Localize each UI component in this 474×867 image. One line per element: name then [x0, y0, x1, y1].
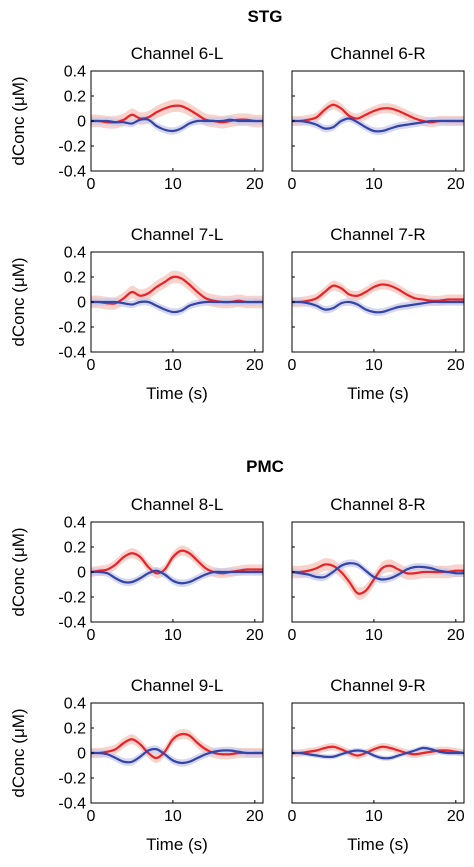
x-tick-label: 0	[87, 176, 96, 193]
x-tick-label: 20	[246, 808, 264, 825]
series-blue-line	[91, 118, 263, 133]
y-axis-label: dConc (μM)	[9, 708, 28, 797]
panel-title: Channel 8-L	[131, 495, 224, 514]
section-title-pmc: PMC	[246, 457, 284, 476]
y-axis-label: dConc (μM)	[9, 76, 28, 165]
plot-area	[292, 742, 464, 761]
y-tick-label: 0.2	[64, 89, 86, 106]
x-tick-label: 0	[288, 627, 297, 644]
chart-panels: Channel 6-L 0 10 20 -0.4 -0.2 0 0.2 0.4 dConc (μM…	[9, 44, 465, 854]
y-axis-label: dConc (μM)	[9, 257, 28, 346]
x-axis-label: Time (s)	[146, 384, 208, 403]
chart-panel: Channel 6-L 0 10 20 -0.4 -0.2 0 0.2 0.4 dConc (μM…	[9, 44, 264, 193]
panel-title: Channel 6-R	[330, 44, 425, 63]
x-tick-label: 20	[447, 176, 465, 193]
chart-panel: Channel 9-R 0 10 20 Time (s)	[288, 676, 465, 854]
panel-title: Channel 8-R	[330, 495, 425, 514]
x-tick-label: 10	[365, 357, 383, 374]
series-blue-line	[292, 117, 464, 133]
x-tick-label: 20	[447, 808, 465, 825]
x-tick-label: 0	[288, 357, 297, 374]
panel-title: Channel 7-L	[131, 225, 224, 244]
series-red-line	[91, 732, 263, 760]
x-tick-label: 0	[288, 808, 297, 825]
y-tick-label: 0.4	[64, 696, 86, 713]
y-tick-label: -0.2	[58, 320, 86, 337]
x-tick-label: 20	[246, 176, 264, 193]
y-tick-label: -0.4	[58, 345, 86, 362]
x-tick-label: 20	[246, 357, 264, 374]
y-tick-label: 0	[77, 114, 86, 131]
x-tick-label: 10	[365, 808, 383, 825]
x-tick-label: 20	[246, 627, 264, 644]
series-blue-line	[292, 562, 464, 581]
panel-title: Channel 7-R	[330, 225, 425, 244]
y-tick-label: 0.4	[64, 515, 86, 532]
y-tick-label: -0.2	[58, 771, 86, 788]
chart-panel: Channel 6-R 0 10 20	[288, 44, 465, 193]
x-tick-label: 0	[87, 627, 96, 644]
y-tick-label: -0.4	[58, 164, 86, 181]
series-blue-band	[292, 559, 464, 584]
y-tick-label: 0.4	[64, 245, 86, 262]
x-axis-label: Time (s)	[347, 835, 409, 854]
x-tick-label: 0	[288, 176, 297, 193]
x-tick-label: 10	[164, 808, 182, 825]
x-tick-label: 10	[164, 176, 182, 193]
x-tick-label: 20	[447, 357, 465, 374]
y-tick-label: 0	[77, 746, 86, 763]
y-tick-label: -0.4	[58, 615, 86, 632]
y-tick-label: 0.2	[64, 721, 86, 738]
plot-area	[91, 99, 263, 135]
x-tick-label: 10	[164, 627, 182, 644]
y-tick-label: -0.2	[58, 139, 86, 156]
y-tick-label: 0	[77, 295, 86, 312]
x-tick-label: 0	[87, 808, 96, 825]
series-blue-line	[292, 300, 464, 314]
plot-area	[91, 270, 263, 316]
plot-area	[91, 545, 263, 588]
y-tick-label: 0.2	[64, 270, 86, 287]
panel-title: Channel 9-R	[330, 676, 425, 695]
y-tick-label: -0.2	[58, 590, 86, 607]
y-tick-label: -0.4	[58, 796, 86, 813]
x-tick-label: 10	[164, 357, 182, 374]
series-red-line	[91, 549, 263, 575]
section-title-stg: STG	[248, 7, 283, 26]
plot-area	[292, 279, 464, 317]
x-tick-label: 20	[447, 627, 465, 644]
chart-panel: Channel 9-L 0 10 20 -0.4 -0.2 0 0.2 0.4 Time (s) d…	[9, 676, 264, 854]
series-blue-line	[91, 300, 263, 314]
plot-area	[292, 99, 464, 136]
y-axis-label: dConc (μM)	[9, 527, 28, 616]
x-axis-label: Time (s)	[146, 835, 208, 854]
plot-area	[91, 728, 263, 767]
x-tick-label: 0	[87, 357, 96, 374]
x-tick-label: 10	[365, 627, 383, 644]
series-blue-line	[91, 747, 263, 765]
panel-title: Channel 6-L	[131, 44, 224, 63]
plot-area	[292, 558, 464, 601]
x-tick-label: 10	[365, 176, 383, 193]
panel-title: Channel 9-L	[131, 676, 224, 695]
y-tick-label: 0	[77, 565, 86, 582]
series-blue-line	[292, 746, 464, 760]
x-axis-label: Time (s)	[347, 384, 409, 403]
series-blue-line	[91, 569, 263, 585]
chart-panel: Channel 7-L 0 10 20 -0.4 -0.2 0 0.2 0.4 Time (s) d…	[9, 225, 264, 403]
chart-panel: Channel 8-R 0 10 20	[288, 495, 465, 644]
chart-panel: Channel 7-R 0 10 20 Time (s)	[288, 225, 465, 403]
y-tick-label: 0.2	[64, 540, 86, 557]
series-red-line	[292, 563, 464, 595]
chart-panel: Channel 8-L 0 10 20 -0.4 -0.2 0 0.2 0.4 dConc (μM…	[9, 495, 264, 644]
y-tick-label: 0.4	[64, 64, 86, 81]
